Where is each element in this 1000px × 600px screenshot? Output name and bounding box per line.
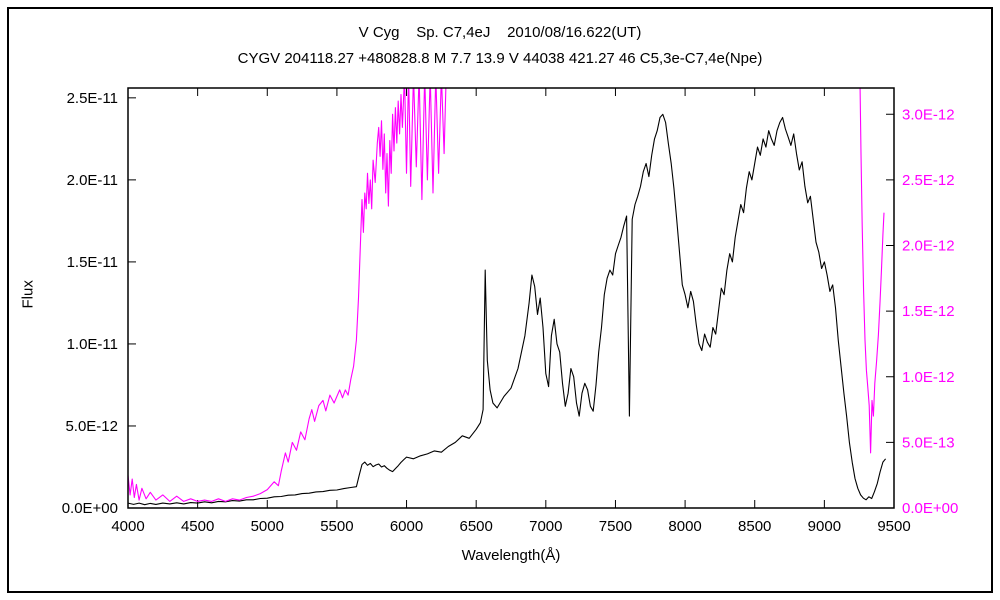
x-tick-label: 9000 — [808, 518, 841, 535]
y-left-tick-label: 1.0E-11 — [67, 336, 118, 353]
x-tick-label: 7000 — [529, 518, 562, 535]
y-right-tick-label: 1.0E-12 — [902, 369, 955, 386]
y-left-tick-label: 5.0E-12 — [65, 418, 118, 435]
x-tick-label: 8000 — [668, 518, 701, 535]
x-tick-label: 8500 — [738, 518, 771, 535]
x-tick-label: 4000 — [111, 518, 144, 535]
y-left-tick-label: 0.0E+00 — [62, 500, 118, 517]
y-left-tick-label: 2.0E-11 — [67, 172, 118, 189]
chart-title-line2: CYGV 204118.27 +480828.8 M 7.7 13.9 V 44… — [237, 50, 763, 67]
x-tick-label: 7500 — [599, 518, 632, 535]
x-tick-label: 5000 — [251, 518, 284, 535]
y-right-tick-label: 5.0E-13 — [902, 434, 955, 451]
y-right-tick-label: 3.0E-12 — [902, 106, 955, 123]
x-tick-label: 4500 — [181, 518, 214, 535]
y-left-tick-label: 1.5E-11 — [67, 254, 118, 271]
x-tick-label: 6000 — [390, 518, 423, 535]
x-tick-label: 9500 — [877, 518, 910, 535]
y-right-tick-label: 2.5E-12 — [902, 172, 955, 189]
chart-title-line1: V Cyg Sp. C7,4eJ 2010/08/16.622(UT) — [358, 24, 642, 41]
y-right-tick-label: 2.0E-12 — [902, 238, 955, 255]
y-right-tick-label: 0.0E+00 — [902, 500, 958, 517]
x-tick-label: 6500 — [459, 518, 492, 535]
x-tick-label: 5500 — [320, 518, 353, 535]
spectrum-black-line — [128, 113, 887, 506]
spectrum-magenta-line — [128, 88, 885, 502]
x-axis-label: Wavelength(Å) — [461, 547, 561, 564]
y-right-tick-label: 1.5E-12 — [902, 303, 955, 320]
y-left-tick-label: 2.5E-11 — [67, 90, 118, 107]
plot-box — [127, 87, 895, 509]
